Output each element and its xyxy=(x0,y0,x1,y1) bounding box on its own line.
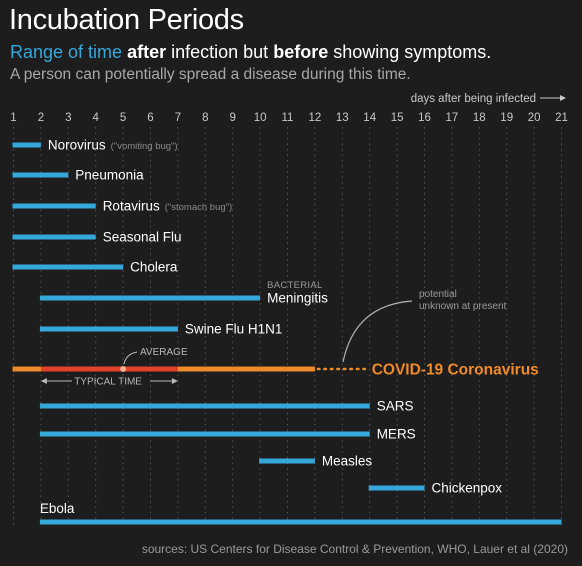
tick-label-20: 20 xyxy=(528,112,541,124)
tick-label-1: 1 xyxy=(10,112,16,124)
bar-seasonal-flu xyxy=(12,234,96,240)
tick-label-9: 9 xyxy=(229,112,235,124)
bar-prefix-meningitis: BACTERIAL xyxy=(267,280,323,291)
tick-label-18: 18 xyxy=(473,112,486,124)
tick-label-5: 5 xyxy=(120,112,126,124)
bar-label-mers: MERS xyxy=(377,427,416,442)
source-note: sources: US Centers for Disease Control … xyxy=(141,542,568,556)
bar-label-norovirus: Norovirus xyxy=(48,138,106,153)
tick-label-11: 11 xyxy=(282,112,294,124)
annotation-potential-2: unknown at present xyxy=(419,301,507,312)
subtitle-part-1: Range of time xyxy=(10,42,123,62)
chart-description: A person can potentially spread a diseas… xyxy=(10,66,411,83)
tick-label-3: 3 xyxy=(65,112,71,124)
bar-cholera xyxy=(12,264,124,270)
average-pointer xyxy=(123,351,138,365)
tick-label-6: 6 xyxy=(147,112,153,124)
bar-label-rotavirus: Rotavirus xyxy=(103,199,160,214)
bar-label-meningitis: Meningitis xyxy=(267,291,328,306)
annotation-potential-1: potential xyxy=(419,289,457,300)
typical-arrowhead-right xyxy=(171,378,178,384)
bar-ebola xyxy=(39,519,562,525)
bar-covid-19-coronavirus-typical xyxy=(40,366,178,372)
tick-label-13: 13 xyxy=(336,112,349,124)
tick-label-4: 4 xyxy=(92,112,99,124)
tick-label-10: 10 xyxy=(254,112,267,124)
bar-chickenpox xyxy=(368,485,425,491)
average-marker xyxy=(120,366,127,372)
bar-sars xyxy=(39,403,370,409)
bar-label-seasonal-flu: Seasonal Flu xyxy=(103,230,182,245)
bar-label-chickenpox: Chickenpox xyxy=(432,481,503,496)
bar-rotavirus xyxy=(12,203,96,209)
bar-label-measles: Measles xyxy=(322,454,373,469)
tick-label-8: 8 xyxy=(202,112,208,124)
bar-mers xyxy=(39,431,370,437)
tick-label-15: 15 xyxy=(391,112,404,124)
tick-label-17: 17 xyxy=(446,112,459,124)
bar-label-cholera: Cholera xyxy=(130,260,178,275)
typical-arrowhead-left xyxy=(40,378,47,384)
bar-label-swine-flu-h1n1: Swine Flu H1N1 xyxy=(185,322,283,337)
bar-label-ebola: Ebola xyxy=(40,501,75,516)
tick-label-2: 2 xyxy=(38,112,44,124)
bar-measles xyxy=(259,458,315,464)
bar-note-rotavirus: ("stomach bug") xyxy=(165,202,232,213)
tick-label-7: 7 xyxy=(175,112,181,124)
bar-label-covid-19-coronavirus: COVID-19 Coronavirus xyxy=(372,362,539,379)
bar-meningitis xyxy=(39,295,261,301)
axis-arrow-head xyxy=(560,95,566,101)
bar-label-sars: SARS xyxy=(377,399,414,414)
tick-label-16: 16 xyxy=(418,112,431,124)
tick-label-12: 12 xyxy=(309,112,322,124)
x-axis-label: days after being infected xyxy=(411,93,536,105)
bar-note-norovirus: ("vomiting bug") xyxy=(111,141,178,152)
subtitle-part-4: before xyxy=(273,42,329,62)
bar-label-pneumonia: Pneumonia xyxy=(75,168,144,183)
tick-label-19: 19 xyxy=(500,112,513,124)
annotation-typical: TYPICAL TIME xyxy=(74,377,142,388)
potential-pointer xyxy=(342,300,413,363)
subtitle-part-5: showing symptoms. xyxy=(333,42,492,62)
chart-title: Incubation Periods xyxy=(9,4,244,36)
tick-label-21: 21 xyxy=(555,112,568,124)
annotation-average: AVERAGE xyxy=(140,347,188,358)
chart-subtitle: Range of time after infection but before… xyxy=(10,42,491,63)
subtitle-part-2: after xyxy=(127,42,167,62)
bar-norovirus xyxy=(12,142,41,148)
subtitle-part-3: infection but xyxy=(171,42,269,62)
bar-swine-flu-h1n1 xyxy=(39,326,178,332)
tick-label-14: 14 xyxy=(363,112,376,124)
bar-pneumonia xyxy=(12,172,69,178)
